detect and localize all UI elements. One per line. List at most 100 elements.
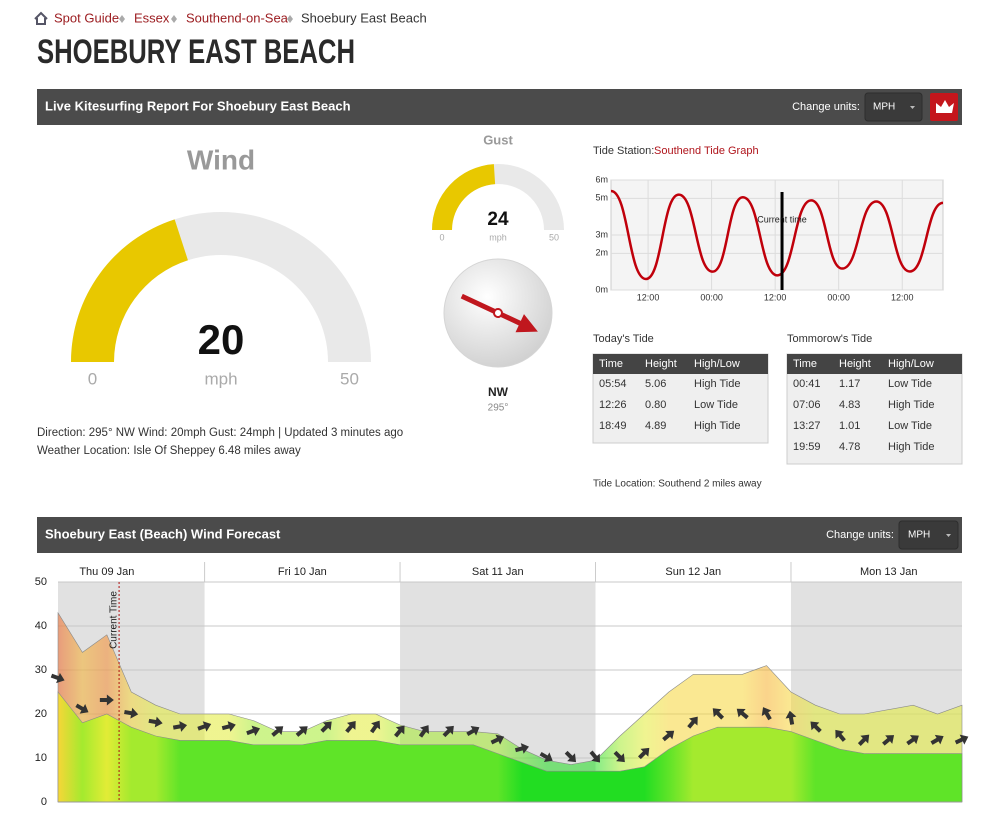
table-header <box>787 354 962 374</box>
direction-arrow <box>394 725 405 738</box>
day-strip <box>58 562 962 582</box>
y-tick-label: 2m <box>595 248 608 258</box>
section-header <box>37 89 962 125</box>
gauge-value <box>432 164 496 230</box>
direction-arrow <box>345 721 356 734</box>
units-select[interactable] <box>864 92 923 122</box>
breadcrumb-link[interactable]: Southend-on-Sea <box>186 10 289 25</box>
direction-arrow <box>295 726 308 737</box>
table-cell: High Tide <box>888 441 934 453</box>
wind-summary: Direction: 295° NW Wind: 20mph Gust: 24m… <box>37 427 403 439</box>
direction-arrow <box>539 751 553 762</box>
table-cell: Low Tide <box>694 399 738 411</box>
breadcrumb-current: Shoebury East Beach <box>301 10 427 25</box>
speed-area <box>57 691 963 803</box>
direction-arrow <box>320 721 332 733</box>
table-cell: Low Tide <box>888 378 932 390</box>
breadcrumb-link[interactable]: Spot Guide <box>54 10 119 25</box>
direction-arrow <box>761 707 772 721</box>
direction-arrow <box>221 721 236 732</box>
day-label: Thu 09 Jan <box>79 566 134 578</box>
select-caret <box>946 534 951 537</box>
direction-arrow <box>687 716 698 729</box>
table-cell: 4.89 <box>645 420 666 432</box>
direction-arrow <box>835 729 846 742</box>
direction-arrow <box>197 721 212 732</box>
breadcrumb-separator <box>119 15 125 23</box>
table-cell: Low Tide <box>888 420 932 432</box>
breadcrumb-separator <box>287 15 293 23</box>
tide-line <box>611 189 943 281</box>
table-column: Height <box>645 358 677 370</box>
units-label: Change units: <box>826 529 894 541</box>
direction-arrow <box>564 750 577 763</box>
gauge-tick-label: 0 <box>439 232 444 242</box>
section-title: Live Kitesurfing Report For Shoebury Eas… <box>45 98 351 113</box>
direction-arrow <box>369 720 381 734</box>
table-cell: High Tide <box>694 378 740 390</box>
gauge-tick-label: 50 <box>340 369 359 388</box>
weather-location: Weather Location: Isle Of Sheppey 6.48 m… <box>37 445 301 457</box>
table-title: Tommorow's Tide <box>787 333 872 345</box>
compass-arrow-head <box>515 314 538 333</box>
table-column: Time <box>793 358 817 370</box>
y-tick-label: 50 <box>35 576 47 588</box>
y-tick-label: 10 <box>35 752 47 764</box>
section-title: Shoebury East (Beach) Wind Forecast <box>45 526 281 541</box>
table-cell: 19:59 <box>793 441 821 453</box>
units-value: MPH <box>908 530 930 541</box>
units-select[interactable] <box>898 520 959 550</box>
breadcrumb-link[interactable]: Essex <box>134 10 170 25</box>
compass-arrow <box>460 293 538 333</box>
table-cell: 1.17 <box>839 378 860 390</box>
direction-arrow <box>736 708 749 720</box>
current-time-label: Current time <box>757 214 807 224</box>
y-tick-label: 5m <box>595 193 608 203</box>
direction-arrow <box>418 725 429 738</box>
table-column: High/Low <box>888 358 934 370</box>
table-cell: 07:06 <box>793 399 821 411</box>
table-header <box>593 354 768 374</box>
gauge-tick-label: 50 <box>549 232 559 242</box>
table-column: High/Low <box>694 358 740 370</box>
table-cell: 1.01 <box>839 420 860 432</box>
home-icon[interactable] <box>34 11 48 25</box>
page-title: SHOEBURY EAST BEACH <box>37 33 355 71</box>
gauge-unit: mph <box>204 369 237 388</box>
select-caret <box>910 106 915 109</box>
crown-icon <box>936 100 954 113</box>
table-cell: 0.80 <box>645 399 666 411</box>
tide-station-label: Tide Station: <box>593 145 654 157</box>
direction-arrow <box>906 735 919 746</box>
direction-arrow <box>99 694 114 706</box>
gauge-value-label: 24 <box>487 209 509 230</box>
table-cell: 4.83 <box>839 399 860 411</box>
breadcrumb-separator <box>171 15 177 23</box>
direction-arrow <box>638 747 650 760</box>
compass-pivot <box>493 308 503 318</box>
tide-station-link[interactable]: Southend Tide Graph <box>654 145 759 157</box>
direction-arrow <box>810 721 822 733</box>
table-column: Time <box>599 358 623 370</box>
table-cell: 12:26 <box>599 399 627 411</box>
gauge-unit: mph <box>489 232 507 242</box>
table-cell: 00:41 <box>793 378 821 390</box>
direction-arrow <box>148 716 163 728</box>
table-cell: 13:27 <box>793 420 821 432</box>
gauge-tick-label: 0 <box>88 369 97 388</box>
table-cell: High Tide <box>694 420 740 432</box>
day-label: Mon 13 Jan <box>860 566 917 578</box>
direction-arrow <box>50 672 65 684</box>
y-tick-label: 40 <box>35 620 47 632</box>
direction-arrow <box>246 725 261 736</box>
direction-arrow <box>514 743 529 754</box>
x-tick-label: 12:00 <box>891 292 914 302</box>
table-cell: 18:49 <box>599 420 627 432</box>
x-tick-label: 00:00 <box>827 292 850 302</box>
y-tick-label: 3m <box>595 229 608 239</box>
gauge-title: Gust <box>483 132 513 147</box>
y-tick-label: 6m <box>595 174 608 184</box>
current-time-label: Current Time <box>109 591 120 649</box>
